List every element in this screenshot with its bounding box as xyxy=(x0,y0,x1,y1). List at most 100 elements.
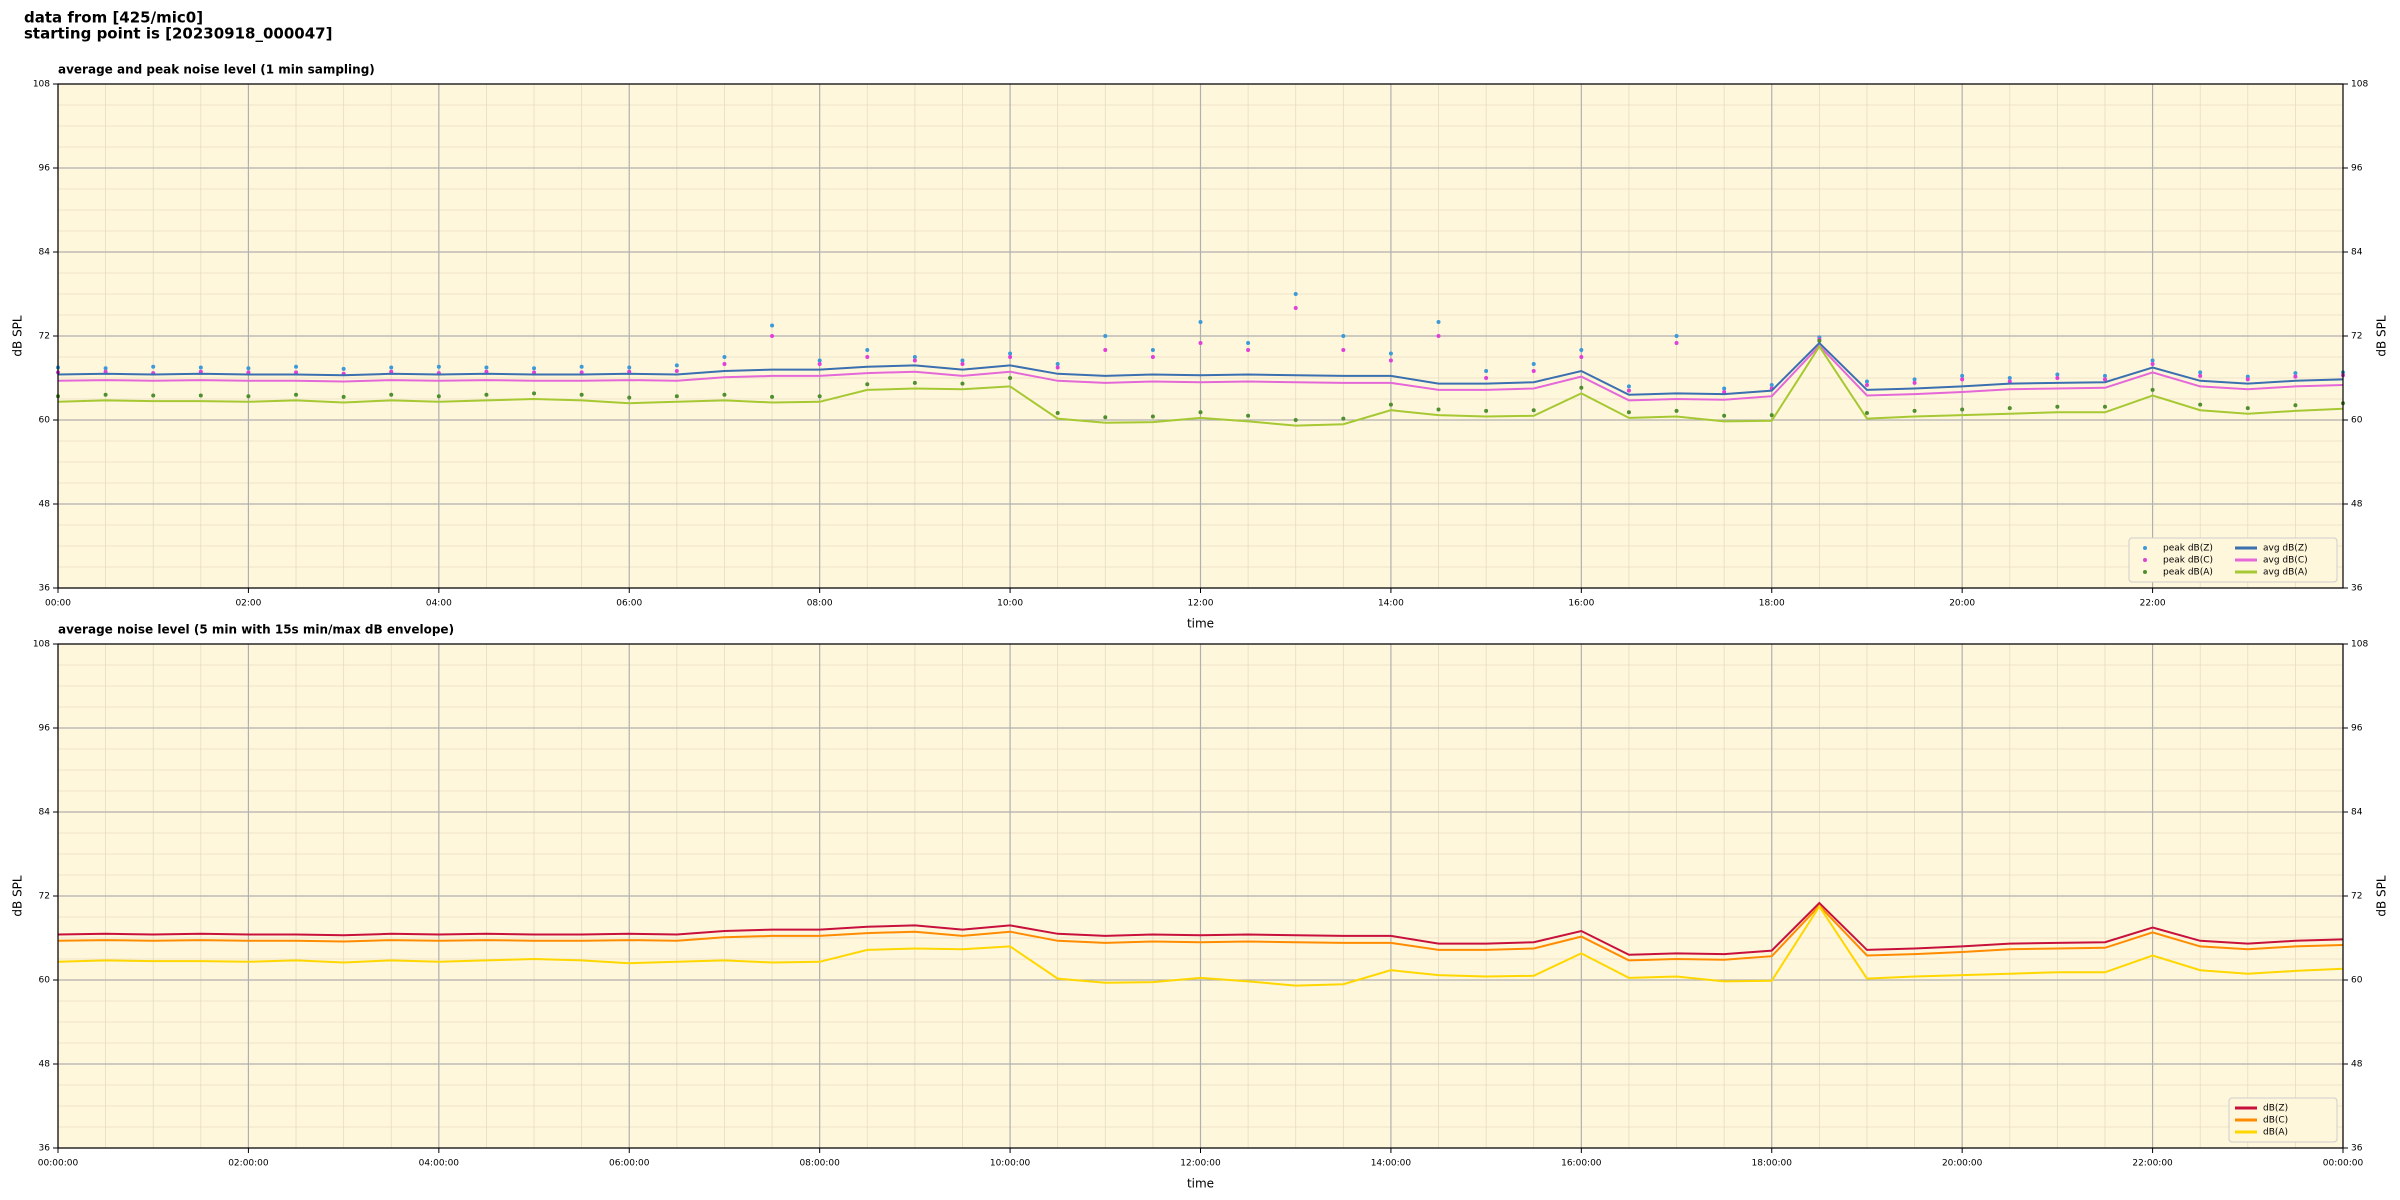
x-axis-label: time xyxy=(1187,617,1214,631)
legend-label: peak dB(Z) xyxy=(2163,544,2213,554)
peak-point xyxy=(151,364,156,369)
peak-point xyxy=(770,323,775,328)
x-tick-label: 20:00 xyxy=(1949,599,1975,609)
series-line xyxy=(57,341,2344,396)
peak-point xyxy=(1436,334,1441,338)
x-tick-label: 04:00:00 xyxy=(419,1159,460,1169)
peak-point xyxy=(1722,413,1727,418)
peak-point xyxy=(1436,407,1441,412)
x-tick-label: 00:00:00 xyxy=(2323,1159,2364,1169)
peak-point xyxy=(1531,369,1536,373)
peak-point xyxy=(2055,404,2060,409)
peak-point xyxy=(912,358,917,363)
peak-point xyxy=(2245,377,2250,382)
peak-point xyxy=(1864,383,1869,387)
peak-point xyxy=(1912,408,1917,413)
peak-point xyxy=(960,381,965,386)
header-line: starting point is [20230918_000047] xyxy=(24,25,332,43)
x-tick-label: 10:00:00 xyxy=(990,1159,1031,1169)
peak-point xyxy=(2055,376,2060,380)
peak-point xyxy=(770,334,775,338)
peak-point xyxy=(817,358,822,363)
y-tick-label: 36 xyxy=(39,1144,51,1154)
y-tick-label: 84 xyxy=(39,808,51,818)
peak-point xyxy=(627,365,632,370)
peak-point xyxy=(1055,362,1060,366)
peak-point xyxy=(532,366,537,371)
peak-point xyxy=(1198,341,1203,345)
y-tick-label: 96 xyxy=(39,724,51,734)
x-tick-label: 02:00:00 xyxy=(228,1159,269,1169)
peak-point xyxy=(1055,365,1060,370)
peak-point xyxy=(627,369,632,374)
peak-point xyxy=(1293,306,1298,310)
peak-point xyxy=(2102,373,2107,378)
x-tick-label: 08:00:00 xyxy=(799,1159,840,1169)
peak-point xyxy=(2245,374,2250,379)
peak-point xyxy=(1960,373,1965,378)
peak-point xyxy=(1579,385,1584,390)
series-line xyxy=(57,344,2344,402)
peak-point xyxy=(1150,355,1155,359)
y-tick-label: 108 xyxy=(33,80,50,90)
legend-label: peak dB(A) xyxy=(2163,568,2213,578)
peak-point xyxy=(1626,388,1631,393)
peak-point xyxy=(532,370,537,375)
peak-point xyxy=(1293,292,1298,296)
peak-point xyxy=(246,366,251,371)
peak-point xyxy=(1246,348,1251,352)
legend-marker xyxy=(2143,570,2147,574)
peak-point xyxy=(1341,334,1346,338)
peak-point xyxy=(294,392,299,397)
series-line xyxy=(57,904,2344,987)
peak-point xyxy=(103,366,108,371)
header-line: data from [425/mic0] xyxy=(24,9,203,27)
plot-frame xyxy=(57,83,2344,589)
peak-point xyxy=(1531,408,1536,413)
peak-point xyxy=(246,370,251,375)
peak-point xyxy=(484,392,489,397)
x-tick-label: 22:00 xyxy=(2140,599,2166,609)
peak-point xyxy=(1531,362,1536,366)
x-tick-label: 20:00:00 xyxy=(1942,1159,1983,1169)
y2-tick-label: 60 xyxy=(2351,416,2363,426)
peak-point xyxy=(1484,376,1489,380)
peak-point xyxy=(627,395,632,400)
x-tick-label: 02:00 xyxy=(235,599,261,609)
y2-tick-label: 108 xyxy=(2351,640,2368,650)
peak-point xyxy=(1008,376,1013,380)
x-tick-label: 06:00:00 xyxy=(609,1159,650,1169)
y2-tick-label: 48 xyxy=(2351,500,2363,510)
legend-label: peak dB(C) xyxy=(2163,556,2213,566)
chart-title: average noise level (5 min with 15s min/… xyxy=(58,623,454,637)
peak-point xyxy=(579,392,584,397)
peak-point xyxy=(1293,418,1298,422)
x-tick-label: 14:00 xyxy=(1378,599,1404,609)
peak-point xyxy=(1817,338,1822,343)
x-tick-label: 16:00:00 xyxy=(1561,1159,1602,1169)
y2-tick-label: 96 xyxy=(2351,724,2363,734)
legend-label: avg dB(Z) xyxy=(2263,544,2308,554)
chart-title: average and peak noise level (1 min samp… xyxy=(58,63,375,77)
peak-point xyxy=(389,392,394,397)
peak-point xyxy=(722,362,727,366)
peak-point xyxy=(151,393,156,398)
peak-point xyxy=(2007,376,2012,380)
peak-point xyxy=(1388,402,1393,407)
y-tick-label: 72 xyxy=(39,892,50,902)
peak-point xyxy=(1198,410,1203,415)
peak-point xyxy=(1150,414,1155,419)
peak-point xyxy=(1008,355,1013,359)
x-tick-label: 00:00 xyxy=(45,599,71,609)
peak-point xyxy=(579,364,584,369)
peak-point xyxy=(865,348,870,352)
peak-point xyxy=(960,358,965,363)
x-axis-label: time xyxy=(1187,1177,1214,1191)
legend-marker xyxy=(2143,558,2147,562)
x-tick-label: 08:00 xyxy=(807,599,833,609)
y-tick-label: 60 xyxy=(39,416,51,426)
peak-point xyxy=(1769,413,1774,418)
peak-point xyxy=(1103,415,1108,420)
y2-tick-label: 60 xyxy=(2351,976,2363,986)
